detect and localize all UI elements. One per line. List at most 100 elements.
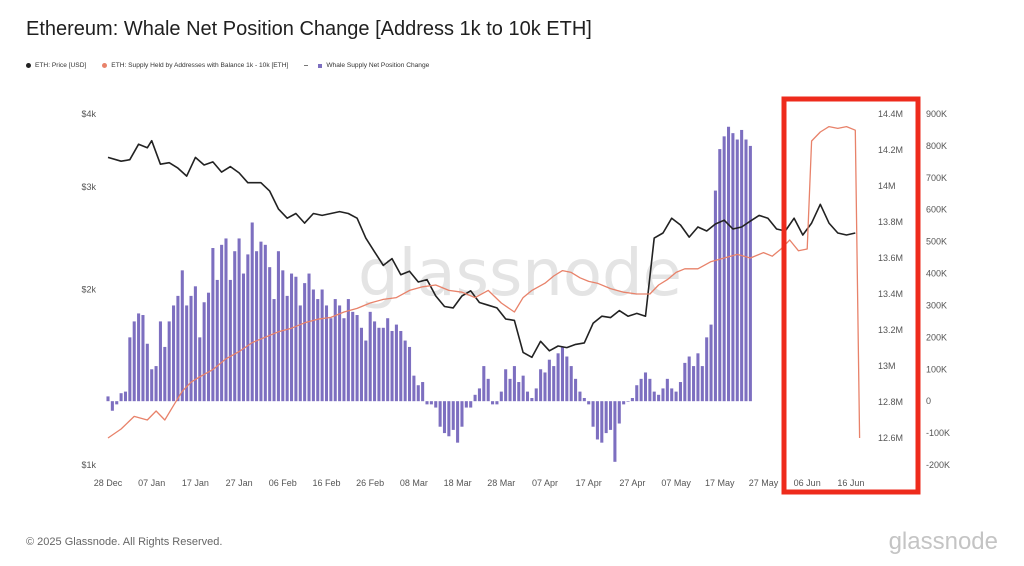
y-mid-tick-label: 14M <box>878 181 896 191</box>
netchange-bar <box>228 279 232 402</box>
netchange-bar <box>329 318 333 402</box>
netchange-bar <box>285 295 289 402</box>
price-line <box>107 139 856 359</box>
x-tick-label: 16 Jun <box>837 478 864 488</box>
netchange-bar <box>626 401 630 402</box>
netchange-bar <box>556 353 560 402</box>
netchange-bar <box>202 302 206 402</box>
x-tick-label: 27 Apr <box>619 478 645 488</box>
netchange-bar <box>425 401 429 405</box>
y-right-tick-label: 100K <box>926 364 947 374</box>
netchange-bar <box>591 401 595 427</box>
netchange-bar <box>495 401 499 405</box>
netchange-bar <box>390 330 394 402</box>
netchange-bar <box>617 401 621 424</box>
legend: ETH: Price [USD] ETH: Supply Held by Add… <box>26 62 429 69</box>
netchange-bar <box>525 391 530 402</box>
netchange-bar <box>307 273 311 402</box>
netchange-bar <box>491 401 495 405</box>
netchange-bar <box>508 378 512 402</box>
netchange-bar <box>215 279 219 402</box>
legend-netchange-dash <box>304 65 309 66</box>
netchange-bar <box>276 251 280 402</box>
netchange-bar <box>713 190 717 402</box>
chart-title: Ethereum: Whale Net Position Change [Add… <box>26 18 592 40</box>
netchange-bar <box>115 401 119 405</box>
netchange-bar <box>670 388 674 402</box>
legend-netchange-marker <box>318 63 323 68</box>
netchange-bar <box>530 397 534 402</box>
netchange-bar <box>622 401 626 405</box>
netchange-bar <box>154 366 158 402</box>
netchange-bar <box>512 366 516 402</box>
netchange-bar <box>303 283 307 402</box>
netchange-bar <box>158 321 162 402</box>
x-axis: 28 Dec 07 Jan 17 Jan 27 Jan 06 Feb 16 Feb 26 F… <box>94 478 865 488</box>
netchange-bar <box>333 299 337 402</box>
netchange-bar <box>206 292 211 402</box>
legend-item-supply[interactable]: ETH: Supply Held by Addresses with Balan… <box>102 62 288 69</box>
netchange-bar <box>373 321 377 402</box>
netchange-bar <box>263 244 267 402</box>
netchange-bar <box>665 378 669 402</box>
y-mid-tick-label: 12.8M <box>878 397 903 407</box>
netchange-bar <box>346 299 350 402</box>
netchange-bar <box>416 385 420 402</box>
netchange-bar <box>355 315 359 402</box>
netchange-bar <box>517 382 521 402</box>
netchange-bar <box>220 244 224 402</box>
netchange-bar <box>106 396 110 402</box>
netchange-bar <box>735 139 739 402</box>
netchange-bar <box>434 401 438 408</box>
netchange-bar <box>687 356 691 402</box>
netchange-bar <box>272 299 276 402</box>
netchange-bar <box>486 378 490 402</box>
x-tick-label: 08 Mar <box>400 478 428 488</box>
netchange-bar <box>176 295 180 402</box>
netchange-bar <box>473 394 477 402</box>
y-axis-right-netchange: -200K -100K 0 100K 200K 300K 400K 500K 600K 700K 8… <box>926 109 950 470</box>
legend-item-netchange[interactable]: Whale Supply Net Position Change <box>304 62 429 69</box>
y-left-tick-label: $2k <box>81 285 96 295</box>
netchange-bar <box>268 267 272 402</box>
netchange-bar <box>163 346 167 402</box>
netchange-bar <box>748 145 752 402</box>
y-right-tick-label: 500K <box>926 237 947 247</box>
netchange-bar <box>722 136 726 402</box>
y-mid-tick-label: 13.2M <box>878 325 903 335</box>
legend-price-label: ETH: Price [USD] <box>35 62 87 69</box>
y-mid-tick-label: 14.4M <box>878 109 903 119</box>
y-right-tick-label: -200K <box>926 460 950 470</box>
netchange-bar <box>412 375 416 402</box>
y-right-tick-label: 0 <box>926 396 931 406</box>
netchange-bar <box>661 388 665 402</box>
netchange-bar <box>320 289 324 402</box>
y-right-tick-label: 300K <box>926 300 947 310</box>
netchange-bar <box>290 273 294 402</box>
netchange-bar <box>578 391 582 402</box>
glassnode-logo: glassnode <box>888 528 998 555</box>
netchange-bar <box>298 305 302 402</box>
y-right-tick-label: 200K <box>926 332 947 342</box>
y-mid-tick-label: 12.6M <box>878 433 903 443</box>
netchange-bar <box>399 330 403 402</box>
y-right-tick-label: -100K <box>926 428 950 438</box>
y-left-tick-label: $1k <box>81 460 96 470</box>
netchange-bar <box>246 254 250 402</box>
netchange-bar <box>324 305 329 402</box>
netchange-bar <box>469 401 473 408</box>
netchange-bar <box>167 321 171 402</box>
supply-line <box>107 125 861 439</box>
netchange-bar <box>145 343 149 402</box>
y-right-tick-label: 700K <box>926 173 947 183</box>
netchange-bar <box>338 305 342 402</box>
y-mid-tick-label: 13.6M <box>878 253 903 263</box>
netchange-bar <box>233 251 237 402</box>
netchange-bar <box>539 369 543 402</box>
netchange-bar <box>141 315 145 402</box>
netchange-bar <box>198 337 202 402</box>
legend-item-price[interactable]: ETH: Price [USD] <box>26 62 86 69</box>
netchange-bar <box>657 394 661 402</box>
netchange-bar <box>451 401 455 430</box>
